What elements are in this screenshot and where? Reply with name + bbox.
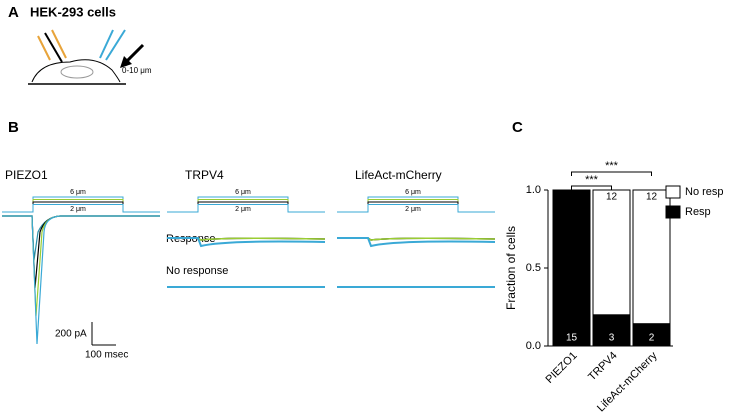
bar-segment xyxy=(552,189,591,347)
condition-label: PIEZO1 xyxy=(5,168,48,182)
current-trace xyxy=(2,215,160,261)
stimulus-trace xyxy=(167,204,325,213)
displacement-label: 0-10 μm xyxy=(122,66,152,75)
x-tick-label: TRPV4 xyxy=(586,350,620,384)
no-response-label: No response xyxy=(166,265,228,277)
current-trace xyxy=(2,215,160,289)
cell-diagram xyxy=(28,29,145,85)
condition-label: TRPV4 xyxy=(185,168,224,182)
step-label: 2 μm xyxy=(70,206,86,213)
scale-label: 100 msec xyxy=(85,350,128,361)
count-label: 3 xyxy=(609,333,615,344)
current-trace xyxy=(167,237,326,248)
panel-label: A xyxy=(8,4,19,21)
current-trace xyxy=(167,237,326,241)
step-label: 2 μm xyxy=(405,206,421,213)
y-tick-label: 0.5 xyxy=(526,262,541,274)
current-trace xyxy=(337,237,496,248)
count-label: 12 xyxy=(606,192,618,203)
step-label: 6 μm xyxy=(235,189,251,196)
scale-bar xyxy=(91,322,116,346)
step-label: 6 μm xyxy=(70,189,86,196)
y-axis-label: Fraction of cells xyxy=(504,226,518,310)
current-trace xyxy=(2,215,160,317)
stimulus-trace xyxy=(337,204,495,213)
panel-label: C xyxy=(512,119,523,136)
legend-label: No resp xyxy=(685,186,724,198)
panel-title: HEK-293 cells xyxy=(30,4,116,19)
bar-segment xyxy=(592,189,631,316)
current-trace xyxy=(337,237,496,241)
panel-label: B xyxy=(8,119,19,136)
legend-swatch xyxy=(665,185,681,199)
significance-bracket xyxy=(571,171,652,176)
significance-label: *** xyxy=(605,160,619,172)
y-tick-label: 0.0 xyxy=(526,340,541,352)
count-label: 12 xyxy=(646,192,658,203)
legend-label: Resp xyxy=(685,206,711,218)
current-trace xyxy=(2,215,160,345)
step-label: 6 μm xyxy=(405,189,421,196)
significance-label: *** xyxy=(585,174,599,186)
step-label: 2 μm xyxy=(235,206,251,213)
count-label: 2 xyxy=(649,333,655,344)
condition-label: LifeAct-mCherry xyxy=(355,168,442,182)
x-tick-label: PIEZO1 xyxy=(544,350,580,386)
significance-bracket xyxy=(571,185,612,190)
count-label: 15 xyxy=(566,333,578,344)
stimulus-trace xyxy=(2,204,160,213)
y-tick-label: 1.0 xyxy=(526,184,541,196)
legend-swatch xyxy=(665,205,681,219)
scale-label: 200 pA xyxy=(55,329,87,340)
bar-segment xyxy=(632,189,671,325)
